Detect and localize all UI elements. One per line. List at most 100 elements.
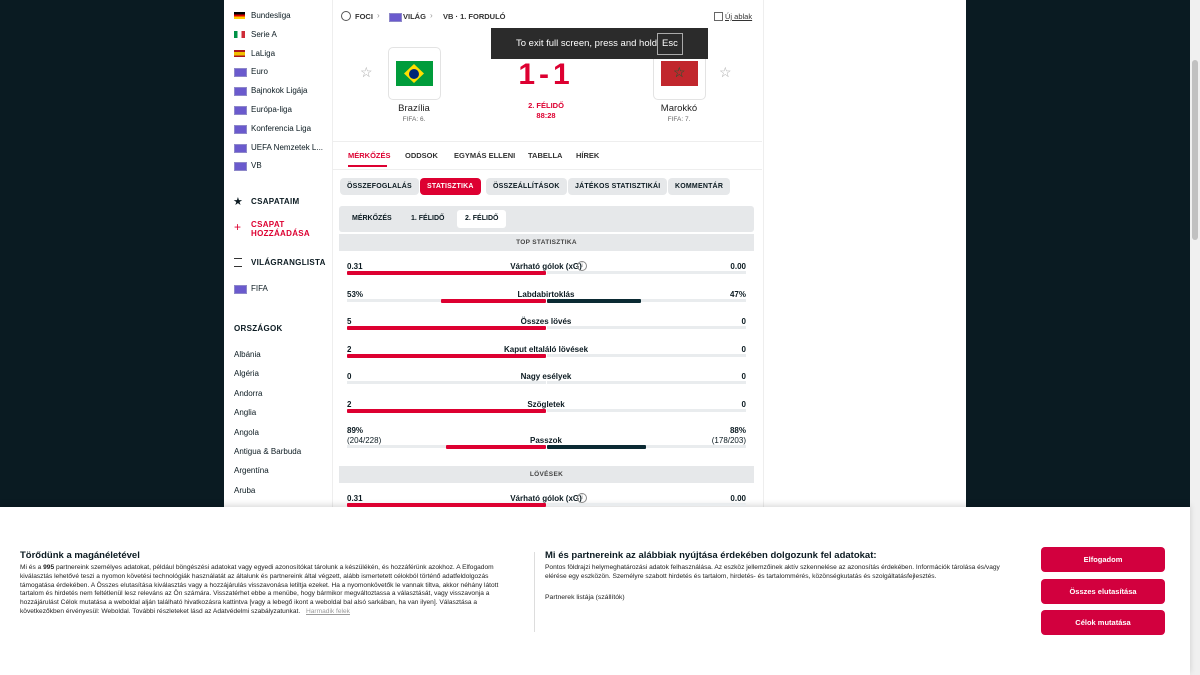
consent-title: Törődünk a magánéletével: [20, 550, 140, 561]
league-link[interactable]: Európa-liga: [251, 105, 292, 114]
stat-home-value: 0.31: [347, 262, 363, 271]
stat-bar-home: [347, 408, 546, 413]
team-logo: [388, 47, 441, 100]
stat-bar-home: [347, 503, 546, 507]
stat-away-value: 47%: [729, 289, 746, 299]
league-link[interactable]: UEFA Nemzetek L...: [251, 142, 324, 152]
period-tab[interactable]: MÉRKŐZÉS: [352, 215, 392, 222]
list-icon: [234, 258, 242, 267]
consent-text-start: Mi és a: [20, 564, 42, 571]
tab[interactable]: MÉRKŐZÉS: [348, 151, 391, 160]
plus-icon: +: [234, 220, 242, 234]
consent-button[interactable]: Elfogadom: [1041, 547, 1165, 572]
breadcrumb-sep: ›: [430, 11, 433, 20]
stat-track: [547, 271, 746, 274]
country-link[interactable]: Algéria: [234, 369, 259, 379]
league-flag: [234, 68, 247, 78]
add-team-link[interactable]: CSAPAT HOZZÁADÁSA: [251, 220, 310, 238]
stat-home-value: 2: [347, 399, 352, 409]
country-link[interactable]: Anglia: [234, 408, 257, 418]
ranking-link[interactable]: FIFA: [251, 284, 268, 293]
country-link[interactable]: Angola: [234, 427, 259, 437]
favorite-star[interactable]: ☆: [360, 64, 373, 80]
country-link[interactable]: Andorra: [234, 388, 263, 398]
league-link[interactable]: VB: [251, 161, 262, 171]
stat-home-value: 2: [347, 344, 352, 354]
subtab[interactable]: ÖSSZEFOGLALÁS: [340, 178, 419, 195]
stat-away-value: 88%: [729, 426, 746, 435]
tab[interactable]: HÍREK: [576, 151, 600, 160]
partners-link[interactable]: Partnerek listája (szállítók): [545, 594, 625, 601]
country-link[interactable]: Argentína: [234, 466, 269, 476]
tab-divider: [333, 141, 762, 142]
league-flag: [234, 87, 247, 97]
star-icon: ★: [233, 196, 243, 208]
league-flag: [234, 124, 247, 134]
info-icon: i: [577, 261, 587, 271]
country-link[interactable]: Aruba: [234, 485, 256, 495]
subtab[interactable]: ÖSSZEÁLLÍTÁSOK: [486, 178, 567, 195]
stat-home-value: 53%: [347, 289, 364, 299]
breadcrumb-link[interactable]: VB · 1. FORDULÓ: [443, 12, 506, 21]
stat-away-value: 0.00: [730, 262, 746, 271]
period-tab[interactable]: 2. FÉLIDŐ: [457, 210, 507, 228]
favorite-star[interactable]: ☆: [719, 64, 732, 80]
consent-divider: [534, 552, 535, 632]
flag-globe: [409, 69, 419, 79]
league-flag: [234, 143, 247, 153]
stat-label: Passzok: [529, 436, 563, 445]
country-link[interactable]: Antigua & Barbuda: [234, 447, 302, 456]
stat-home-detail: (204/228): [347, 436, 382, 445]
fullscreen-toast: To exit full screen, press and hold Esc: [491, 28, 708, 59]
scrollbar[interactable]: [1190, 0, 1200, 675]
league-flag: [234, 106, 247, 115]
subtab[interactable]: KOMMENTÁR: [668, 178, 731, 195]
ball-icon: [341, 11, 351, 21]
countries-title: ORSZÁGOK: [234, 324, 283, 333]
league-link[interactable]: Bajnokok Ligája: [251, 86, 308, 96]
info-icon: i: [577, 493, 587, 503]
subtab[interactable]: JÁTÉKOS STATISZTIKÁI: [568, 178, 668, 195]
score: 1-1: [518, 58, 574, 91]
scrollbar-thumb[interactable]: [1192, 60, 1198, 240]
period-tab[interactable]: 1. FÉLIDŐ: [411, 215, 445, 222]
league-link[interactable]: LaLiga: [251, 48, 276, 58]
tab[interactable]: EGYMÁS ELLENI: [454, 151, 516, 160]
match-panel: [332, 0, 764, 520]
stat-home-value: 89%: [347, 426, 364, 435]
purposes-title: Mi és partnereink az alábbiak nyújtása é…: [545, 550, 877, 561]
stat-away-value: 0: [741, 344, 746, 354]
stat-track: [347, 381, 546, 384]
third-parties-link[interactable]: Harmadik felek: [306, 607, 350, 615]
stat-bar-home: [347, 326, 546, 330]
consent-button[interactable]: Célok mutatása: [1041, 610, 1165, 635]
consent-button[interactable]: Összes elutasítása: [1041, 578, 1165, 604]
breadcrumb-link[interactable]: VILÁG: [403, 12, 426, 21]
league-flag: [234, 49, 245, 57]
stat-track: [547, 408, 746, 412]
purposes-text: Pontos földrajzi helymeghatározási adato…: [545, 564, 1000, 580]
stat-bar-home: [347, 353, 546, 358]
subtab[interactable]: STATISZTIKA: [420, 178, 481, 195]
partner-count: 995: [43, 564, 55, 571]
match-status: 2. FÉLIDŐ: [528, 101, 564, 110]
team-name[interactable]: Marokkó: [660, 103, 698, 114]
tab[interactable]: TABELLA: [528, 151, 563, 160]
league-link[interactable]: Bundesliga: [251, 11, 291, 20]
team-name[interactable]: Brazília: [398, 103, 430, 114]
new-window-icon: [714, 12, 723, 21]
team-rank: FIFA: 6.: [402, 116, 426, 123]
stat-label: Várható gólok (xG): [510, 262, 582, 271]
league-link[interactable]: Serie A: [251, 29, 277, 39]
stat-away-value: 0: [741, 317, 746, 326]
tab[interactable]: ODDSOK: [405, 151, 438, 160]
stat-label: Szögletek: [527, 399, 565, 409]
league-link[interactable]: Euro: [251, 67, 268, 77]
tab-underline: [348, 165, 387, 167]
league-link[interactable]: Konferencia Liga: [251, 123, 312, 133]
stat-bar-home: [440, 298, 546, 303]
new-window-link[interactable]: Új ablak: [725, 12, 753, 21]
country-link[interactable]: Albánia: [234, 350, 261, 359]
breadcrumb-link[interactable]: FOCI: [355, 12, 373, 21]
